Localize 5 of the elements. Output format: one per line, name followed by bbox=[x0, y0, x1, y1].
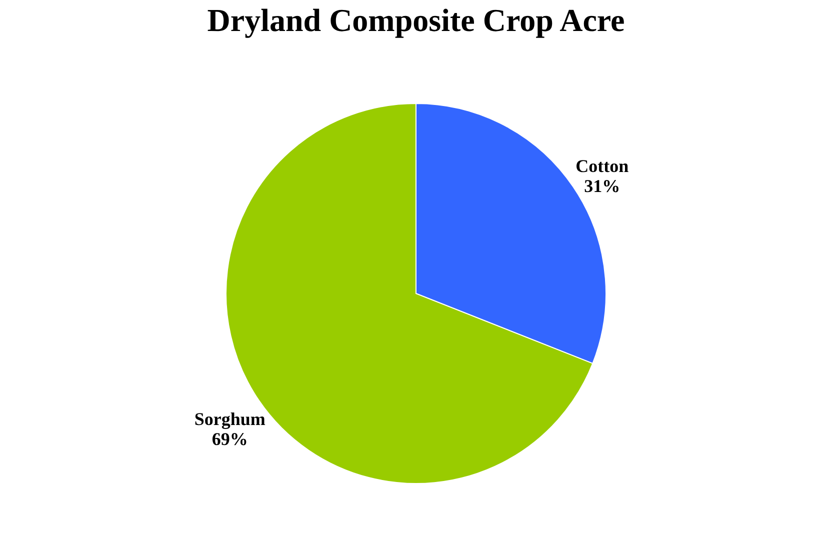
data-label: 31% bbox=[584, 176, 620, 196]
slice-label: Cotton bbox=[576, 156, 629, 176]
chart-title: Dryland Composite Crop Acre bbox=[207, 2, 625, 38]
slice-label: Sorghum bbox=[194, 408, 266, 429]
data-label: 69% bbox=[212, 428, 248, 449]
